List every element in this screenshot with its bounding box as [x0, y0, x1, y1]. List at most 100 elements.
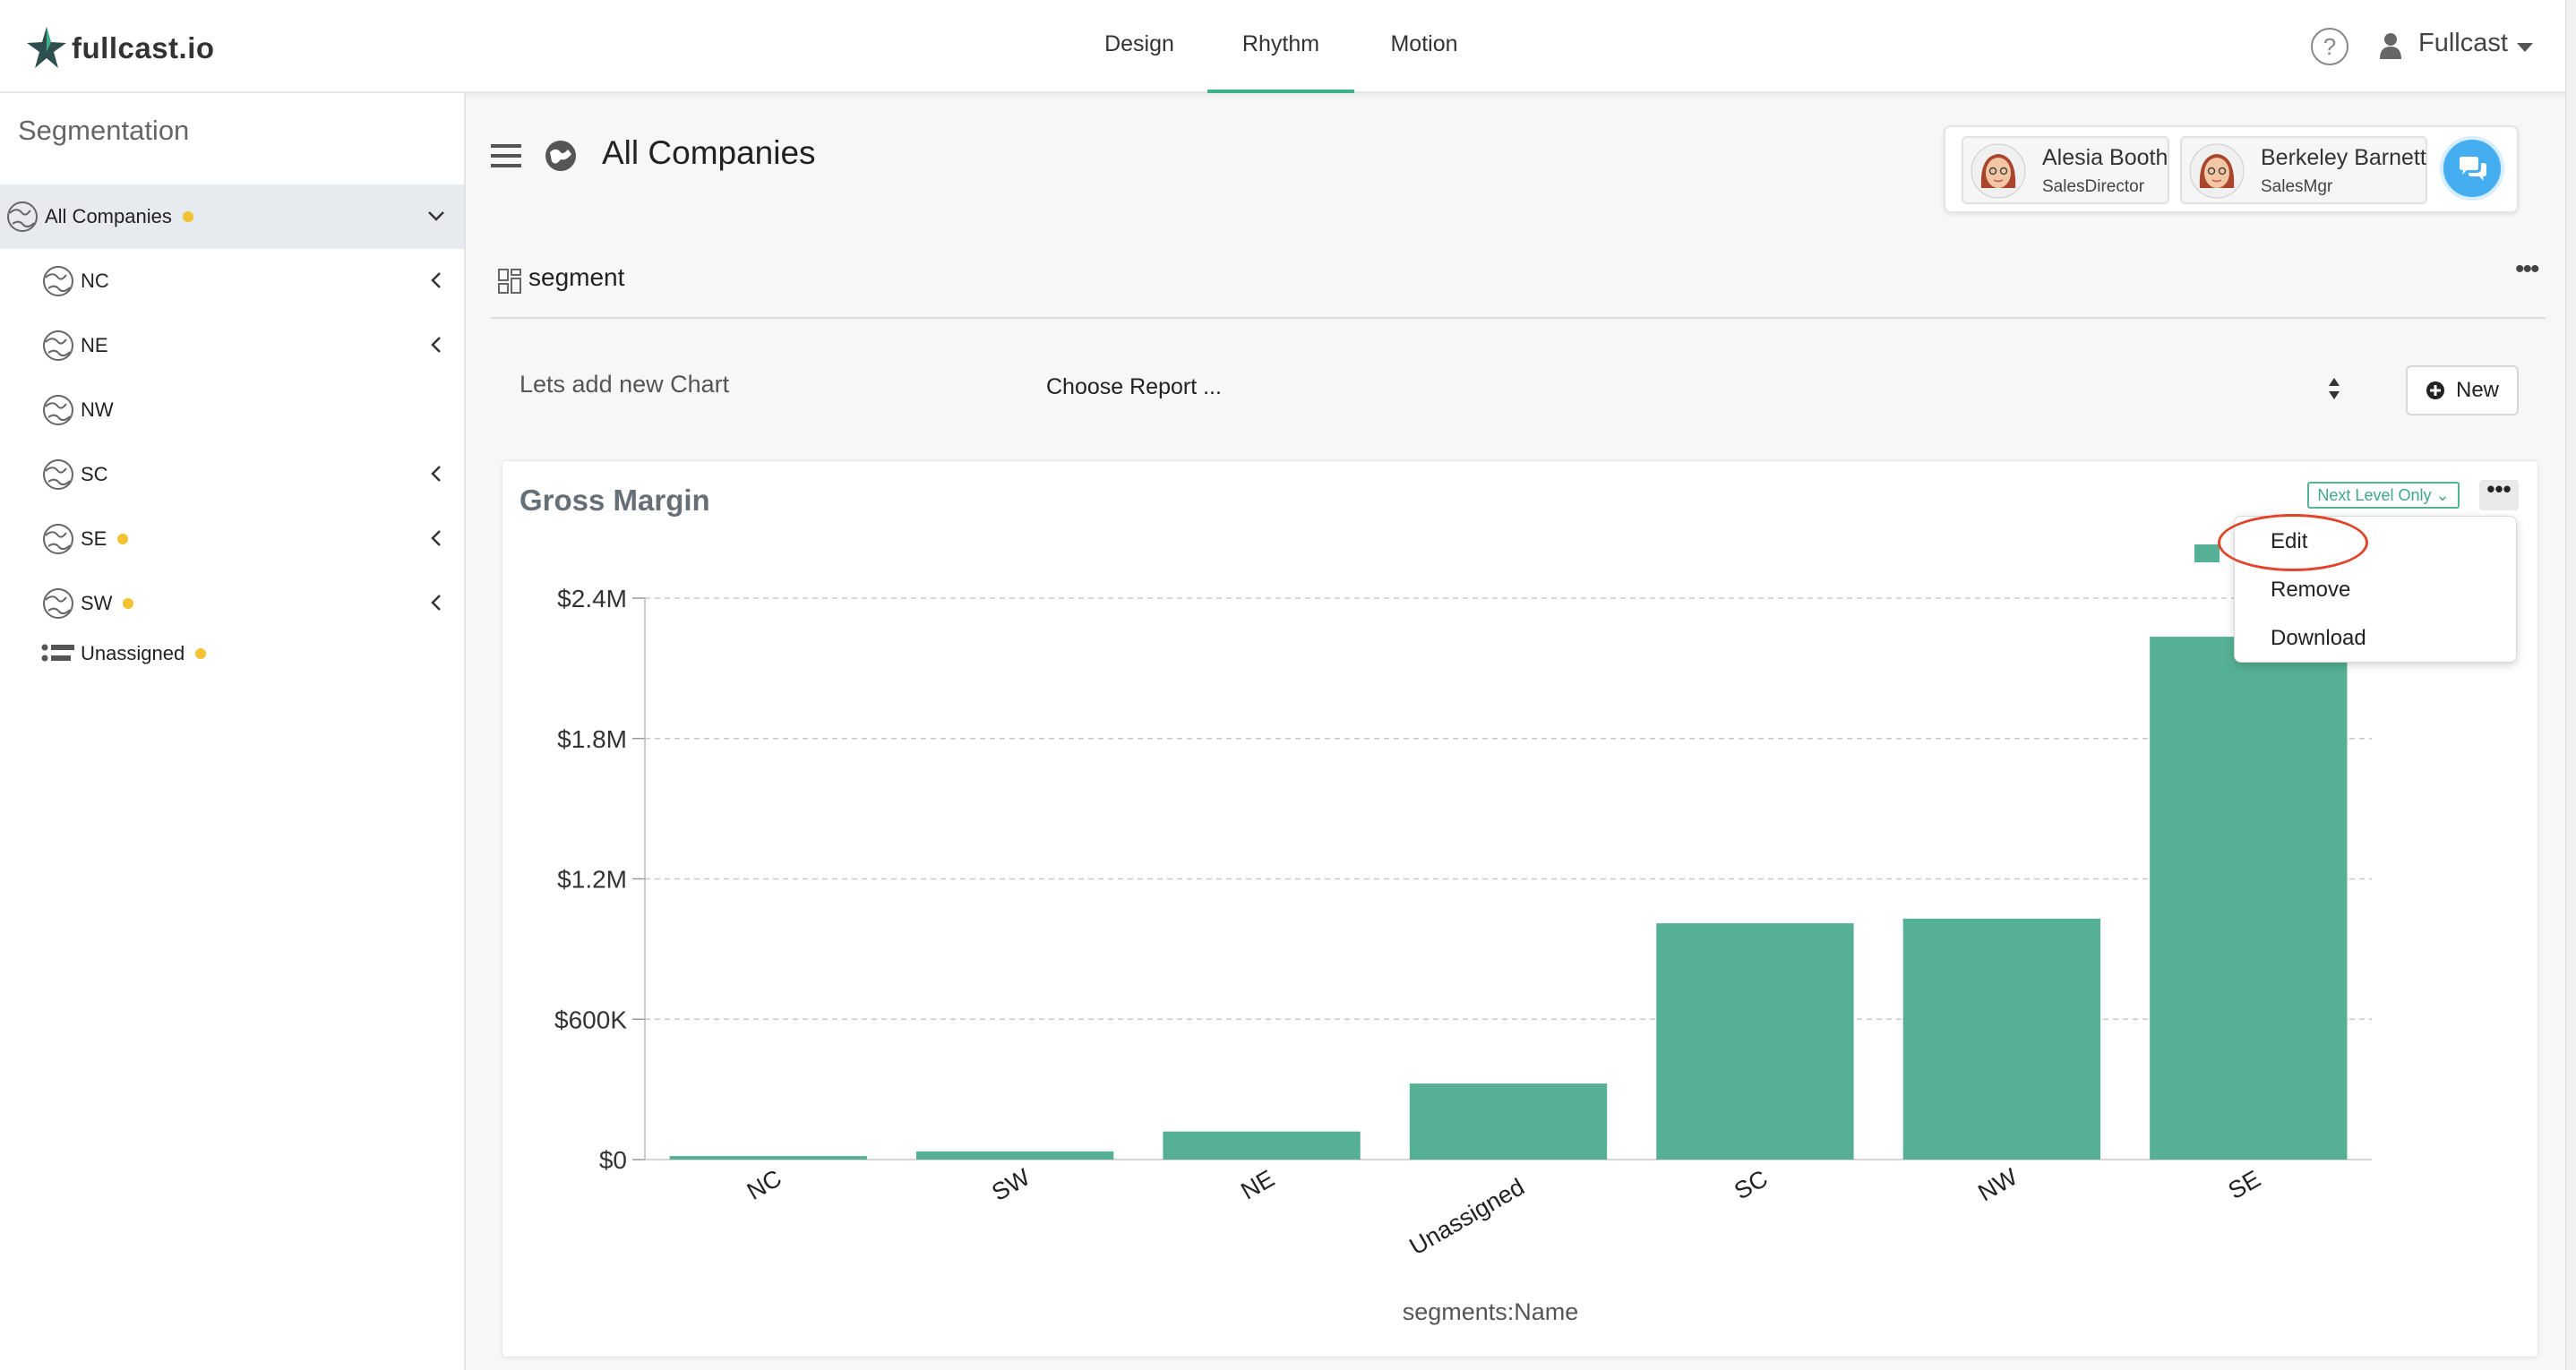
sidebar-item-label: SC: [81, 463, 108, 485]
bar-nw: [1902, 918, 2101, 1160]
sidebar-item-ne[interactable]: NE: [0, 313, 464, 378]
edit-highlight-annotation: [2218, 514, 2368, 571]
dashboard-grid-icon: [498, 269, 521, 294]
globe-icon: [7, 201, 38, 232]
segmentation-sidebar: Segmentation All Companies NC NE: [0, 93, 466, 1370]
sidebar-item-sw[interactable]: SW: [0, 571, 464, 636]
x-tick-label: NC: [743, 1164, 786, 1204]
avatar: [1971, 143, 2026, 199]
assigned-people-panel: Alesia Booth SalesDirector Berkeley Barn…: [1944, 125, 2519, 213]
chat-bubbles-icon: [2460, 157, 2486, 181]
chevron-left-icon[interactable]: [426, 270, 446, 290]
legend-swatch: [2194, 544, 2220, 562]
chevron-left-icon[interactable]: [426, 593, 446, 612]
chevron-left-icon[interactable]: [426, 464, 446, 484]
sidebar-item-label: Unassigned: [81, 642, 185, 664]
person-name: Alesia Booth: [2042, 145, 2168, 170]
bar-sc: [1656, 923, 1854, 1160]
chat-button[interactable]: [2440, 136, 2504, 201]
new-button-label: New: [2455, 378, 2499, 402]
tab-rhythm[interactable]: Rhythm: [1207, 0, 1354, 93]
chevron-left-icon[interactable]: [426, 528, 446, 548]
logo-text: fullcast.io: [72, 31, 215, 64]
user-menu-name[interactable]: Fullcast: [2418, 29, 2508, 57]
status-dot: [123, 598, 134, 609]
x-tick-label: SC: [1730, 1165, 1772, 1205]
help-icon[interactable]: ?: [2311, 28, 2348, 65]
page-title: All Companies: [602, 134, 816, 171]
report-select[interactable]: Choose Report ...: [1046, 374, 1222, 399]
person-role: SalesDirector: [2042, 177, 2145, 196]
sidebar-item-label: SW: [81, 592, 113, 614]
logo-star-icon: [27, 27, 66, 68]
chevron-left-icon[interactable]: [426, 335, 446, 355]
plus-circle-icon: [2426, 381, 2444, 399]
globe-icon: [43, 266, 73, 296]
section-name: segment: [528, 263, 625, 291]
user-icon[interactable]: [2379, 32, 2402, 59]
globe-icon: [43, 395, 73, 425]
globe-icon: [43, 330, 73, 361]
person-name: Berkeley Barnett: [2261, 145, 2426, 170]
tab-design[interactable]: Design: [1104, 31, 1174, 56]
globe-icon: [545, 141, 576, 171]
avatar: [2189, 143, 2245, 199]
person-role: SalesMgr: [2261, 177, 2333, 196]
sidebar-item-label: All Companies: [45, 205, 172, 227]
more-options-icon[interactable]: •••: [2515, 254, 2539, 284]
sidebar-item-nw[interactable]: NW: [0, 378, 464, 442]
top-navigation-bar: fullcast.io Design Rhythm Motion ? Fullc…: [0, 0, 2576, 93]
sidebar-item-all-companies[interactable]: All Companies: [0, 184, 464, 249]
sidebar-item-label: NE: [81, 334, 108, 356]
globe-icon: [43, 459, 73, 490]
new-chart-button[interactable]: New: [2406, 365, 2519, 415]
x-tick-label: SE: [2224, 1165, 2265, 1204]
y-tick-label: $600K: [554, 1006, 627, 1033]
sidebar-item-label: NC: [81, 270, 109, 292]
next-level-only-dropdown[interactable]: Next Level Only ⌄: [2307, 482, 2460, 509]
x-tick-label: SW: [987, 1163, 1035, 1206]
app-logo[interactable]: fullcast.io: [25, 23, 215, 73]
status-dot: [117, 534, 129, 544]
sidebar-item-nc[interactable]: NC: [0, 249, 464, 313]
person-card-alesia-booth[interactable]: Alesia Booth SalesDirector: [1962, 136, 2169, 204]
sidebar-title: Segmentation: [18, 115, 190, 146]
list-icon: [41, 644, 74, 662]
sidebar-item-sc[interactable]: SC: [0, 442, 464, 507]
bar-unassigned: [1409, 1083, 1608, 1160]
sidebar-item-label: NW: [81, 398, 114, 421]
section-divider: [491, 317, 2546, 319]
status-dot: [195, 648, 207, 659]
select-arrows-icon[interactable]: [2327, 376, 2341, 401]
sidebar-item-label: SE: [81, 527, 107, 550]
sidebar-item-se[interactable]: SE: [0, 507, 464, 571]
chart-title: Gross Margin: [519, 484, 710, 517]
x-tick-label: NW: [1973, 1163, 2022, 1207]
y-tick-label: $0: [599, 1146, 627, 1174]
hamburger-menu-icon[interactable]: [491, 143, 521, 168]
chevron-down-icon[interactable]: [426, 206, 446, 226]
tab-motion[interactable]: Motion: [1390, 31, 1458, 56]
y-tick-label: $2.4M: [557, 585, 627, 612]
person-card-berkeley-barnett[interactable]: Berkeley Barnett SalesMgr: [2180, 136, 2427, 204]
menu-item-download[interactable]: Download: [2271, 626, 2366, 650]
globe-icon: [43, 524, 73, 554]
bar-sw: [915, 1151, 1114, 1160]
caret-down-icon[interactable]: [2517, 43, 2533, 52]
globe-icon: [43, 588, 73, 619]
page-scrollbar[interactable]: [2565, 0, 2576, 1370]
y-tick-label: $1.2M: [557, 866, 627, 894]
bar-se: [2150, 637, 2348, 1160]
add-chart-label: Lets add new Chart: [519, 371, 730, 398]
status-dot: [182, 211, 193, 222]
x-axis-label: segments:Name: [1403, 1298, 1579, 1325]
menu-item-remove[interactable]: Remove: [2271, 578, 2351, 602]
x-tick-label: Unassigned: [1405, 1173, 1529, 1260]
chart-menu-button[interactable]: •••: [2479, 477, 2519, 510]
y-tick-label: $1.8M: [557, 725, 627, 753]
bar-nc: [669, 1156, 867, 1160]
bar-ne: [1163, 1131, 1361, 1160]
x-tick-label: NE: [1236, 1165, 1278, 1205]
sidebar-item-unassigned[interactable]: Unassigned: [0, 629, 464, 679]
